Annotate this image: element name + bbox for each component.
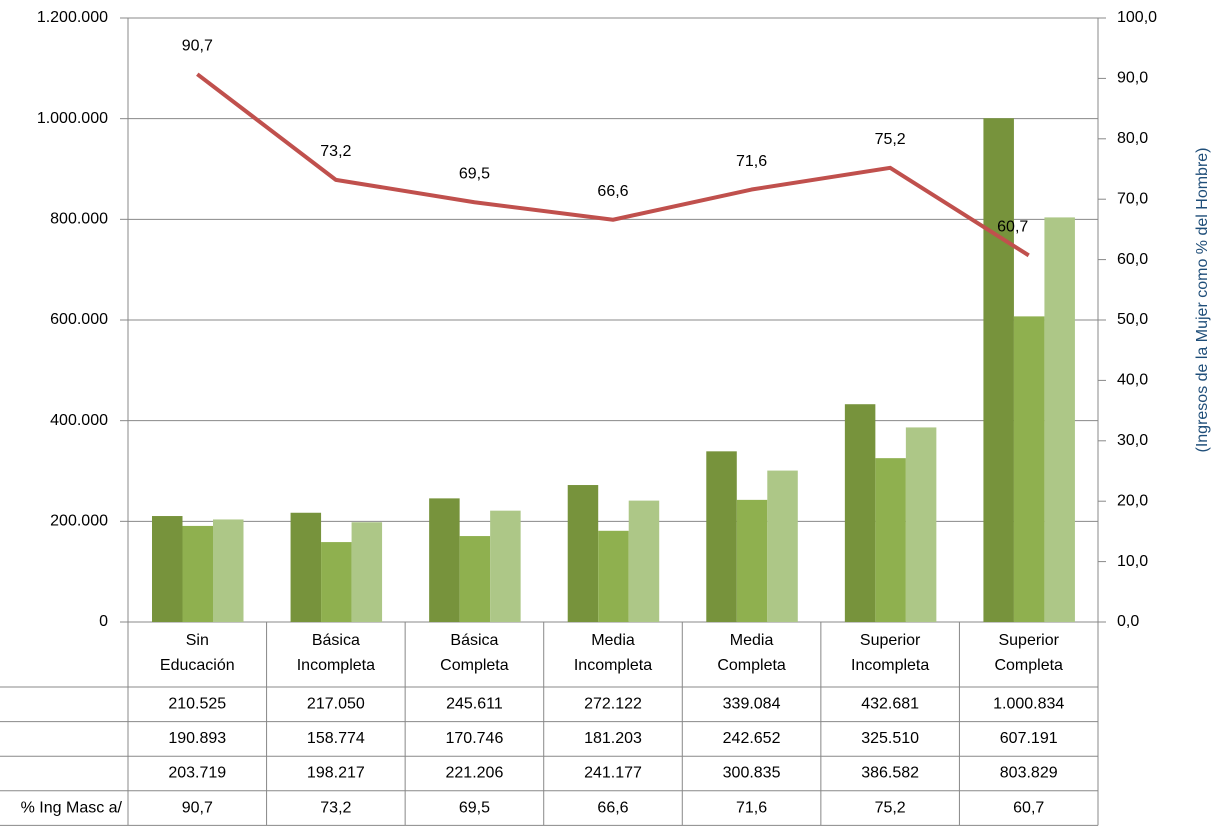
x-tick-label: Sin <box>186 632 209 649</box>
table-cell: 190.893 <box>168 730 226 747</box>
table-cell: 241.177 <box>584 765 642 782</box>
y2-axis-title: (Ingresos de la Mujer como % del Hombre) <box>1194 147 1211 452</box>
table-cell: 73,2 <box>320 799 351 816</box>
bar <box>1044 217 1075 622</box>
table-cell: 386.582 <box>861 765 919 782</box>
bar <box>1013 316 1045 622</box>
y-tick-label: 0 <box>99 613 108 630</box>
table-cell: 221.206 <box>446 765 504 782</box>
table-cell: 90,7 <box>182 799 213 816</box>
y2-tick-label: 0,0 <box>1117 613 1139 630</box>
table-cell: 245.611 <box>446 696 503 713</box>
x-tick-label: Incompleta <box>297 657 375 674</box>
y2-tick-label: 100,0 <box>1117 9 1157 26</box>
data-label: 60,7 <box>997 219 1028 236</box>
y-tick-label: 800.000 <box>50 211 108 228</box>
bar <box>875 458 906 622</box>
bar <box>983 118 1014 622</box>
bar <box>567 485 599 622</box>
y-tick-label: 400.000 <box>50 412 108 429</box>
bar <box>152 516 183 622</box>
bar <box>844 404 876 622</box>
x-tick-label: Incompleta <box>574 657 652 674</box>
bar <box>321 542 352 622</box>
bar <box>290 512 322 622</box>
table-cell: 158.774 <box>307 730 365 747</box>
table-cell: 66,6 <box>597 799 628 816</box>
bar <box>429 498 460 622</box>
table-cell: 203.719 <box>168 765 226 782</box>
bar <box>628 500 660 622</box>
data-label: 90,7 <box>182 37 213 54</box>
bar <box>706 451 737 622</box>
y2-tick-label: 60,0 <box>1117 251 1148 268</box>
table-cell: 181.203 <box>584 730 642 747</box>
data-label: 73,2 <box>320 143 351 160</box>
bar <box>351 522 383 622</box>
table-cell: 69,5 <box>459 799 490 816</box>
y-tick-label: 1.200.000 <box>37 9 108 26</box>
x-tick-label: Superior <box>998 632 1059 649</box>
data-label: 66,6 <box>597 183 628 200</box>
x-tick-label: Media <box>730 632 774 649</box>
table-cell: 210.525 <box>168 696 226 713</box>
table-cell: 217.050 <box>307 696 365 713</box>
x-tick-label: Básica <box>312 632 360 649</box>
data-label: 75,2 <box>875 131 906 148</box>
x-tick-label: Básica <box>450 632 498 649</box>
y2-tick-label: 20,0 <box>1117 492 1148 509</box>
y2-tick-label: 40,0 <box>1117 372 1148 389</box>
line <box>196 72 1030 258</box>
y2-tick-label: 90,0 <box>1117 70 1148 87</box>
bar <box>459 536 491 622</box>
y2-tick-label: 80,0 <box>1117 130 1148 147</box>
x-tick-label: Educación <box>160 657 235 674</box>
table-cell: 432.681 <box>861 696 919 713</box>
table-cell: 198.217 <box>307 765 365 782</box>
bar <box>182 525 213 622</box>
x-tick-label: Completa <box>717 657 786 674</box>
x-tick-label: Incompleta <box>851 657 929 674</box>
table-cell: 170.746 <box>446 730 504 747</box>
y2-tick-label: 70,0 <box>1117 190 1148 207</box>
bar <box>767 470 798 622</box>
y2-tick-label: 30,0 <box>1117 432 1148 449</box>
bar <box>905 427 937 622</box>
table-cell: 75,2 <box>875 799 906 816</box>
bar <box>213 519 244 622</box>
table-cell: 60,7 <box>1013 799 1044 816</box>
bar <box>490 510 521 622</box>
table-cell: 339.084 <box>723 696 781 713</box>
bar <box>736 499 768 622</box>
data-label: 69,5 <box>459 165 490 182</box>
table-cell: 803.829 <box>1000 765 1058 782</box>
bar <box>598 530 629 622</box>
table-cell: 300.835 <box>723 765 781 782</box>
x-tick-label: Completa <box>440 657 509 674</box>
table-cell: 242.652 <box>723 730 781 747</box>
table-cell: 607.191 <box>1000 730 1058 747</box>
y-tick-label: 200.000 <box>50 513 108 530</box>
row-label: % Ing Masc a/ <box>21 799 123 816</box>
x-tick-label: Superior <box>860 632 921 649</box>
x-tick-label: Completa <box>994 657 1063 674</box>
y2-tick-label: 50,0 <box>1117 311 1148 328</box>
table-cell: 1.000.834 <box>993 696 1064 713</box>
x-tick-label: Media <box>591 632 635 649</box>
table-cell: 325.510 <box>861 730 919 747</box>
y-tick-label: 1.000.000 <box>37 110 108 127</box>
y2-tick-label: 10,0 <box>1117 553 1148 570</box>
table-cell: 71,6 <box>736 799 767 816</box>
table-cell: 272.122 <box>584 696 642 713</box>
y-tick-label: 600.000 <box>50 311 108 328</box>
data-label: 71,6 <box>736 153 767 170</box>
